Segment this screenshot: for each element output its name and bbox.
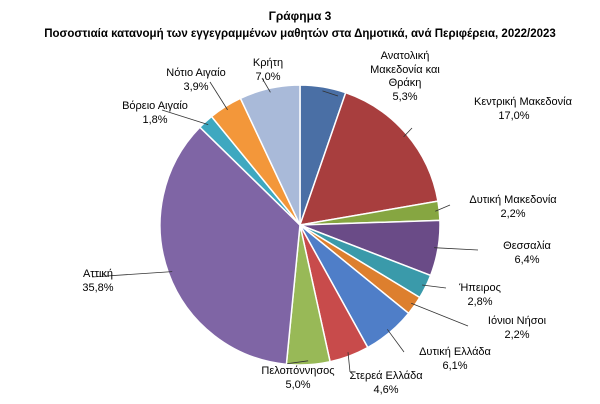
slice-name: Αττική [82,268,114,280]
leader-line [209,81,228,111]
slice-value: 4,6% [373,383,399,396]
slice-value: 2,8% [467,295,493,308]
slice-name: Δυτική Μακεδονία [469,194,557,206]
slice-name: Θεσσαλία [503,240,551,252]
slice-label: Βόρειο Αιγαίο 1,8% [110,100,200,127]
slice-value: 1,8% [142,113,168,126]
slice-name: Ιόνιοι Νήσοι [487,315,547,327]
leader-line [322,90,339,97]
slice-label: Νότιο Αιγαίο 3,9% [156,67,236,94]
slice-label: Δυτική Ελλάδα 6,1% [410,346,500,373]
leader-line [434,247,479,251]
slice-label: Πελοπόννησος 5,0% [248,365,348,392]
slice-value: 6,1% [442,359,468,372]
leader-line [347,352,351,373]
leader-line [284,360,309,365]
slice-name: Βόρειο Αιγαίο [122,100,188,112]
slice-name: Νότιο Αιγαίο [166,67,226,79]
leader-line [261,77,271,93]
slice-label: Ήπειρος 2,8% [450,282,510,309]
slice-value: 2,2% [504,328,530,341]
slice-value: 35,8% [82,281,114,294]
leader-line [91,271,173,278]
pie-slice [298,91,439,226]
slice-label: Κεντρική Μακεδονία 17,0% [474,96,572,123]
slice-name: Πελοπόννησος [261,365,335,377]
chart-subtitle: Ποσοστιαία κατανομή των εγγεγραμμένων μα… [44,28,556,40]
slice-label: Θεσσαλία 6,4% [482,240,572,267]
slice-value: 3,9% [183,80,209,93]
leader-line [386,329,405,353]
slice-value: 5,3% [392,90,418,103]
slice-value: 5,0% [285,378,311,391]
slice-label: Ανατολική Μακεδονία και Θράκη 5,3% [360,50,450,104]
slice-name: Ανατολική Μακεδονία και Θράκη [370,50,440,89]
pie-slice [159,126,301,366]
leader-line [403,127,413,138]
slice-value: 6,4% [514,253,540,266]
leader-line [411,302,469,327]
slice-label: Στερεά Ελλάδα 4,6% [346,370,426,397]
slice-name: Δυτική Ελλάδα [419,346,491,358]
slice-label: Ιόνιοι Νήσοι 2,2% [472,315,562,342]
slice-name: Κρήτη [252,57,284,69]
leader-line [161,109,209,125]
slice-name: Κεντρική Μακεδονία [474,96,572,108]
slice-label: Αττική 35,8% [63,268,133,295]
chart-title: Γράφημα 3 [268,9,332,23]
slice-label: Δυτική Μακεδονία 2,2% [458,194,568,221]
slice-name: Ήπειρος [459,282,501,294]
slice-value: 7,0% [255,70,281,83]
slice-value: 2,2% [500,207,526,220]
pie-slice [239,84,301,226]
slice-name: Στερεά Ελλάδα [349,370,423,382]
leader-line [422,284,447,289]
slice-label: Κρήτη 7,0% [238,57,298,84]
leader-line [435,204,451,212]
slice-value: 17,0% [498,109,530,122]
